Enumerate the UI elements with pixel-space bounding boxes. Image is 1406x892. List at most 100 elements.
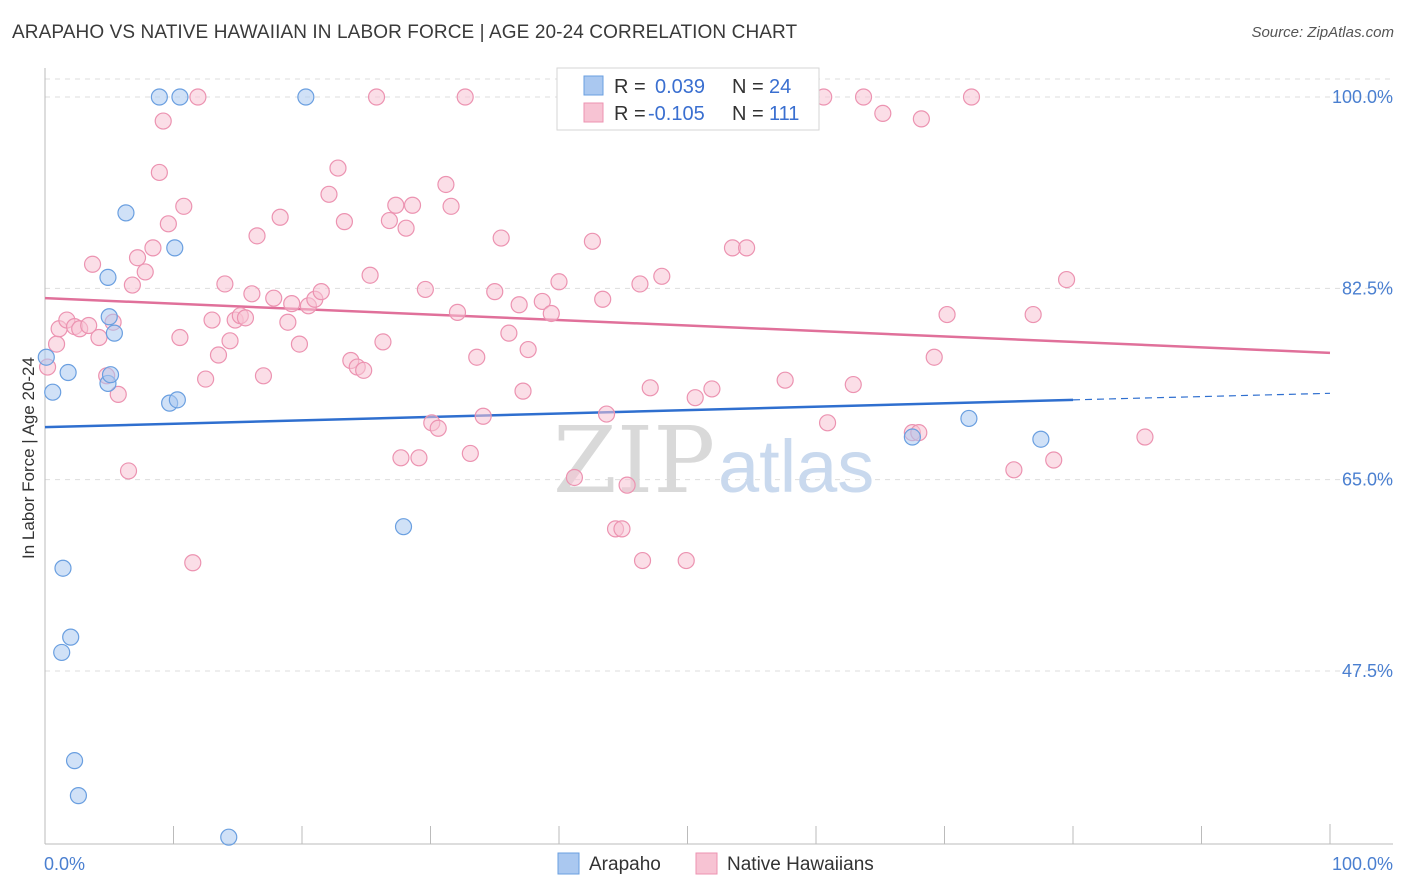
hawaiian-point xyxy=(533,292,551,311)
hawaiian-point xyxy=(367,88,386,106)
hawaiian-point xyxy=(641,379,659,397)
hawaiian-point xyxy=(90,328,108,347)
hawaiian-point xyxy=(962,88,981,106)
hawaiian-point xyxy=(429,419,447,437)
arapaho-point xyxy=(44,383,62,401)
hawaiian-point xyxy=(776,371,794,389)
hawaiian-point xyxy=(80,316,98,335)
hawaiian-point xyxy=(738,239,756,257)
hawaiian-point xyxy=(456,88,474,106)
hawaiian-point xyxy=(410,449,428,467)
bottom-legend-swatch-hawaiian xyxy=(695,852,718,875)
hawaiian-point xyxy=(221,332,239,350)
hawaiian-point xyxy=(175,197,193,215)
hawaiian-point xyxy=(150,163,168,182)
hawaiian-point xyxy=(209,346,228,364)
axis-labels: 47.5% 65.0% 82.5% 100.0% 0.0% 100.0% In Labor … xyxy=(19,87,1393,874)
hawaiian-point xyxy=(171,328,189,347)
hawaiian-point xyxy=(392,449,410,467)
legend-n-value-hawaiian: 111 xyxy=(769,103,799,125)
legend-swatch-hawaiian xyxy=(583,102,604,123)
hawaiian-point xyxy=(474,407,492,425)
series-legend: Arapaho Native Hawaiians xyxy=(557,852,874,875)
arapaho-point xyxy=(1032,430,1050,448)
hawaiian-point xyxy=(403,196,422,214)
hawaiian-point xyxy=(236,309,255,327)
y-tick-label: 100.0% xyxy=(1332,87,1393,107)
hawaiian-point xyxy=(510,296,528,314)
hawaiian-point xyxy=(468,348,486,366)
bottom-legend-label-hawaiian: Native Hawaiians xyxy=(727,854,874,875)
hawaiian-point xyxy=(397,219,415,237)
hawaiian-point xyxy=(519,340,537,359)
arapaho-point xyxy=(220,828,238,846)
hawaiian-point xyxy=(136,263,154,281)
arapaho-point xyxy=(297,88,315,106)
arapaho-point xyxy=(150,88,168,106)
hawaiian-point xyxy=(159,215,177,233)
legend-swatch-arapaho xyxy=(583,75,604,96)
hawaiian-point xyxy=(312,283,330,301)
chart-title: ARAPAHO VS NATIVE HAWAIIAN IN LABOR FORC… xyxy=(12,22,798,43)
hawaiian-point xyxy=(254,367,273,385)
y-tick-label: 47.5% xyxy=(1342,661,1393,681)
hawaiian-point xyxy=(461,444,479,463)
hawaiian-point xyxy=(83,255,102,273)
trend-lines xyxy=(44,296,1331,429)
legend-r-value-hawaiian: -0.105 xyxy=(648,103,705,125)
arapaho-point xyxy=(960,409,978,428)
trend-line-hawaiian xyxy=(44,296,1331,355)
hawaiian-point xyxy=(550,273,568,291)
hawaiian-point xyxy=(703,380,721,398)
hawaiian-point xyxy=(320,185,338,203)
hawaiian-point xyxy=(189,88,207,106)
hawaiian-point xyxy=(631,275,649,293)
hawaiian-point xyxy=(216,275,234,293)
gridlines xyxy=(45,78,1393,672)
y-axis-title: In Labor Force | Age 20-24 xyxy=(19,357,38,559)
arapaho-point xyxy=(100,308,118,326)
legend-r-label-arapaho: R = xyxy=(614,76,646,98)
arapaho-point xyxy=(54,559,72,577)
arapaho-point xyxy=(168,391,186,409)
arapaho-point xyxy=(69,787,88,805)
hawaiian-point xyxy=(1024,305,1042,324)
bottom-legend-swatch-arapaho xyxy=(557,852,580,875)
hawaiian-point xyxy=(203,311,221,329)
hawaiian-point xyxy=(686,389,704,407)
hawaiian-point xyxy=(442,197,460,215)
legend-r-label-hawaiian: R = xyxy=(614,103,646,125)
hawaiian-point xyxy=(618,476,636,494)
arapaho-point xyxy=(99,268,117,286)
hawaiian-point xyxy=(184,554,202,572)
hawaiian-point xyxy=(329,159,347,177)
hawaiian-point xyxy=(854,88,873,106)
arapaho-point xyxy=(101,366,120,384)
hawaiian-point xyxy=(279,313,297,331)
watermark-zip: ZIP xyxy=(553,407,715,514)
source-label: Source: ZipAtlas.com xyxy=(1251,24,1394,41)
arapaho-point xyxy=(171,88,189,106)
axes xyxy=(44,68,1393,845)
hawaiian-point xyxy=(335,213,354,231)
hawaiian-point xyxy=(271,208,289,226)
hawaiian-point xyxy=(613,520,631,538)
arapaho-point xyxy=(65,752,84,770)
hawaiian-point xyxy=(248,227,266,245)
hawaiian-point xyxy=(290,335,309,353)
legend-n-label-hawaiian: N = xyxy=(732,103,764,125)
hawaiian-point xyxy=(387,196,405,214)
hawaiian-point xyxy=(653,267,671,285)
hawaiian-point xyxy=(1005,461,1023,479)
hawaiian-point xyxy=(265,289,283,307)
hawaiian-point xyxy=(374,333,392,351)
x-tick-label-max: 100.0% xyxy=(1332,854,1393,874)
hawaiian-point xyxy=(514,382,532,400)
hawaiian-point xyxy=(874,104,892,123)
arapaho-point xyxy=(117,204,135,222)
legend-n-label-arapaho: N = xyxy=(732,76,764,98)
hawaiian-point xyxy=(437,175,455,194)
hawaiian-point xyxy=(361,266,379,284)
hawaiian-point xyxy=(633,551,652,570)
